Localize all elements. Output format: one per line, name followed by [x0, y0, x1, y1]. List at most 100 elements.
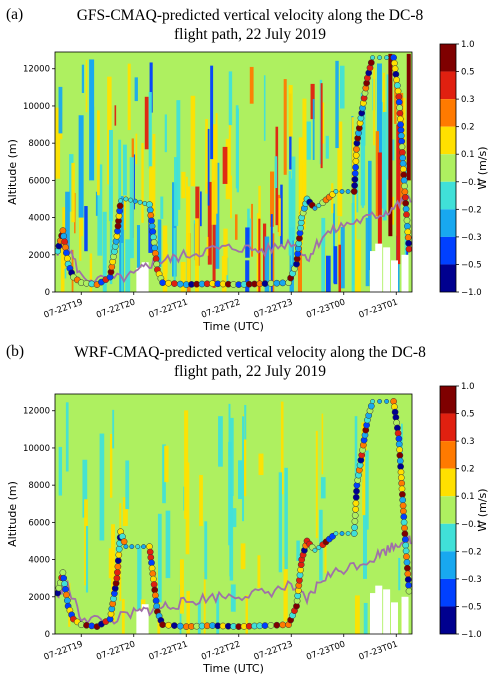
velocity-streak — [125, 239, 131, 292]
velocity-streak — [373, 68, 376, 146]
velocity-streak — [69, 154, 74, 212]
colorbar-frame — [439, 385, 457, 635]
x-tick-label: 07-22T21 — [148, 639, 190, 662]
flight-dot — [333, 531, 339, 536]
flight-dot — [351, 170, 359, 177]
flight-dot — [403, 553, 410, 561]
y-tick-label: 12000 — [23, 65, 50, 75]
velocity-streak — [283, 79, 287, 175]
velocity-streak — [320, 477, 326, 499]
colorbar-segment — [440, 99, 456, 127]
flight-dot — [377, 398, 383, 404]
terrain-gap — [370, 593, 377, 634]
flight-dot — [399, 154, 407, 162]
terrain-gap — [141, 604, 149, 634]
velocity-streak — [228, 124, 231, 185]
flight-dot — [384, 398, 390, 404]
y-tick-label: 2000 — [28, 593, 50, 603]
flight-dot — [350, 188, 358, 195]
flight-dot — [384, 55, 390, 61]
velocity-streak — [81, 64, 85, 94]
x-tick-label: 07-22T19 — [43, 297, 85, 320]
panel-b-title-line2: flight path, 22 July 2019 — [174, 363, 326, 380]
velocity-streak — [152, 133, 156, 217]
velocity-streak — [60, 234, 65, 292]
velocity-streak — [149, 62, 153, 113]
colorbar-tick-label: −0.2 — [461, 205, 482, 215]
velocity-streak — [354, 188, 357, 292]
colorbar-segment — [440, 578, 456, 607]
velocity-streak — [290, 178, 293, 265]
flight-dot — [401, 536, 409, 543]
velocity-streak — [310, 83, 315, 120]
flight-dot — [398, 143, 406, 151]
flight-dot — [159, 279, 166, 287]
x-tick-label: 07-22T23 — [253, 297, 295, 320]
velocity-streak — [97, 110, 100, 196]
flight-dot — [171, 622, 178, 629]
y-tick-label: 8000 — [28, 481, 50, 491]
velocity-streak — [365, 217, 370, 287]
velocity-streak — [337, 121, 343, 217]
velocity-streak — [180, 261, 186, 292]
flight-dot — [401, 188, 409, 196]
velocity-streak — [144, 96, 149, 150]
flight-dot — [398, 485, 406, 493]
velocity-streak — [382, 72, 385, 131]
terrain-gap — [136, 609, 144, 634]
colorbar-segment — [440, 154, 456, 182]
flight-dot — [397, 132, 405, 140]
velocity-streak — [216, 594, 220, 634]
velocity-streak — [340, 65, 345, 109]
strong-updraft — [406, 53, 411, 181]
velocity-streak — [229, 494, 234, 581]
velocity-streak — [65, 402, 69, 472]
velocity-streak — [218, 416, 223, 467]
flight-dot — [393, 76, 400, 84]
velocity-streak — [356, 175, 359, 213]
flight-dot — [404, 576, 412, 583]
flight-dot — [148, 217, 155, 225]
flight-dot — [115, 545, 123, 553]
terrain-gap — [391, 260, 398, 292]
flight-dot — [403, 211, 410, 219]
colorbar-segment — [440, 44, 456, 72]
y-axis-label: Altitude (m) — [6, 481, 19, 547]
flight-dot — [394, 87, 402, 95]
flight-dot — [370, 398, 376, 404]
velocity-streak — [108, 129, 113, 222]
velocity-streak — [149, 166, 154, 229]
flight-dot — [400, 513, 408, 521]
velocity-streak — [363, 602, 368, 634]
velocity-streak — [228, 71, 233, 126]
plot-frame — [54, 393, 413, 635]
velocity-streak — [302, 164, 306, 230]
colorbar-tick-label: 0.2 — [461, 123, 475, 133]
terrain-gap — [401, 254, 409, 292]
flight-dot — [118, 198, 124, 204]
velocity-streak — [203, 572, 206, 634]
velocity-streak — [199, 475, 203, 527]
velocity-streak — [176, 100, 181, 210]
flight-dot — [339, 531, 345, 536]
flight-dot — [401, 194, 409, 201]
velocity-streak — [205, 119, 208, 194]
velocity-streak — [296, 540, 300, 561]
velocity-streak — [391, 196, 394, 225]
y-tick-label: 2000 — [28, 251, 50, 261]
velocity-streak — [85, 526, 89, 593]
velocity-streak — [179, 559, 184, 614]
velocity-streak — [207, 128, 210, 206]
flight-dot — [60, 574, 68, 582]
flight-dot — [398, 479, 406, 487]
flight-dot — [404, 222, 411, 230]
velocity-streak — [245, 260, 250, 292]
flight-dot — [401, 530, 409, 538]
x-tick-label: 07-22T19 — [43, 639, 85, 662]
flight-dot — [63, 591, 70, 599]
colorbar-tick-label: −0.2 — [461, 547, 482, 557]
velocity-streak — [114, 105, 117, 126]
panel-b-title: WRF-CMAQ-predicted vertical velocity alo… — [0, 343, 500, 381]
velocity-streak — [95, 191, 98, 216]
flight-dot — [394, 82, 401, 89]
